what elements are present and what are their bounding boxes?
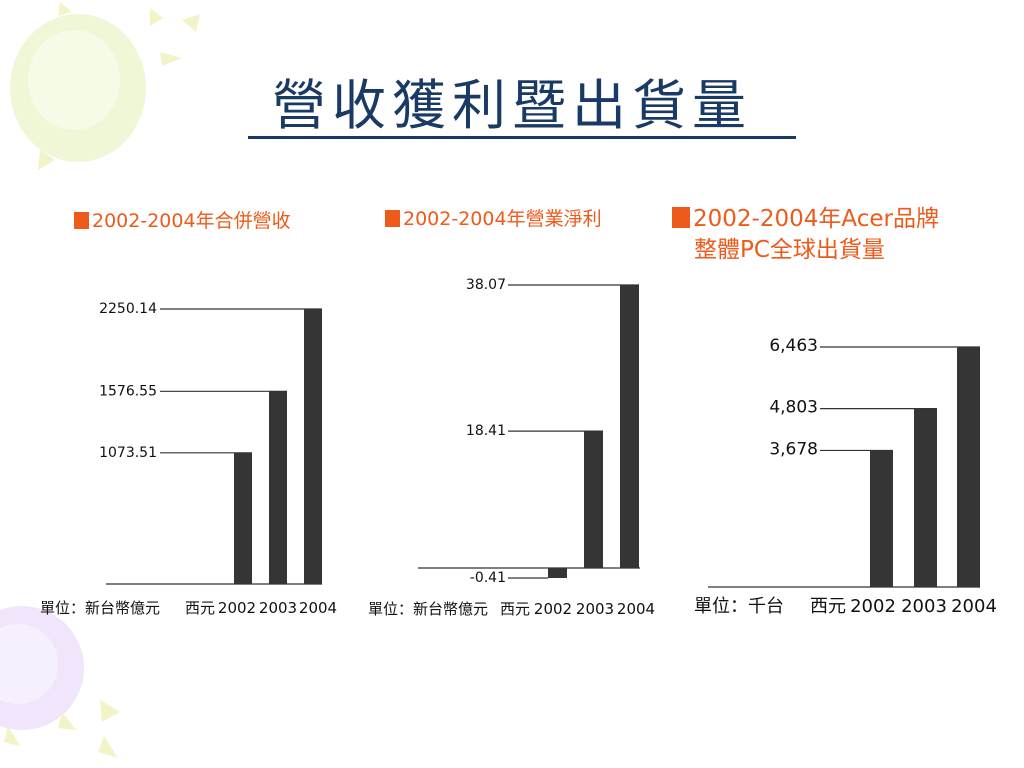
chart-title-text: 2002-2004年合併營收 [92, 210, 291, 232]
value-label-2003: 4,803 [769, 398, 818, 418]
bar-2003 [914, 408, 937, 587]
tick-label-2004: 2004 [617, 600, 655, 618]
chart-title-shipments: 2002-2004年Acer品牌 整體PC全球出貨量 [672, 204, 939, 266]
value-label-2002: -0.41 [470, 570, 506, 586]
unit-label: 單位：新台幣億元 [368, 600, 488, 618]
bar-2002 [234, 452, 252, 584]
title-underline [248, 136, 796, 139]
value-label-2003: 18.41 [466, 423, 506, 439]
bullet-square-icon [385, 210, 400, 227]
slide-title: 營收獲利暨出貨量 [272, 74, 752, 137]
x-axis-prefix: 西元 [500, 600, 530, 618]
unit-label: 單位：新台幣億元 [40, 599, 160, 617]
bar-2003 [269, 391, 287, 584]
chart-title-text-line-2: 整體PC全球出貨量 [694, 237, 885, 263]
bar-2002 [548, 568, 567, 578]
unit-label: 單位：千台 [694, 596, 784, 617]
value-label-2004: 2250.14 [99, 301, 157, 317]
balloon-decoration-top [10, 2, 200, 170]
chart-title-text-line-1: 2002-2004年Acer品牌 [693, 206, 939, 232]
x-axis-prefix: 西元 [810, 596, 846, 617]
bar-2004 [620, 285, 639, 568]
bullet-square-icon [74, 212, 89, 229]
chart-title-revenue: 2002-2004年合併營收 [74, 206, 291, 233]
value-label-2004: 6,463 [769, 336, 818, 356]
chart-title-text: 2002-2004年營業淨利 [403, 208, 602, 230]
tick-label-2002: 2002 [218, 599, 256, 617]
chart-title-operating-profit: 2002-2004年營業淨利 [385, 204, 602, 231]
tick-label-2003: 2003 [576, 600, 614, 618]
value-label-2003: 1576.55 [99, 383, 157, 399]
x-axis-prefix: 西元 [185, 599, 215, 617]
value-label-2002: 1073.51 [99, 445, 157, 461]
bar-2004 [957, 347, 980, 587]
tick-label-2002: 2002 [850, 596, 896, 617]
value-label-2004: 38.07 [466, 277, 506, 293]
tick-label-2004: 2004 [951, 596, 997, 617]
tick-label-2002: 2002 [534, 600, 572, 618]
tick-label-2004: 2004 [299, 599, 337, 617]
value-label-2002: 3,678 [769, 439, 818, 459]
bar-2002 [870, 450, 893, 587]
bullet-square-icon [672, 207, 690, 228]
balloon-decoration-bottom [0, 606, 120, 758]
bar-2004 [304, 309, 322, 584]
bar-2003 [584, 431, 603, 568]
tick-label-2003: 2003 [259, 599, 297, 617]
tick-label-2003: 2003 [901, 596, 947, 617]
